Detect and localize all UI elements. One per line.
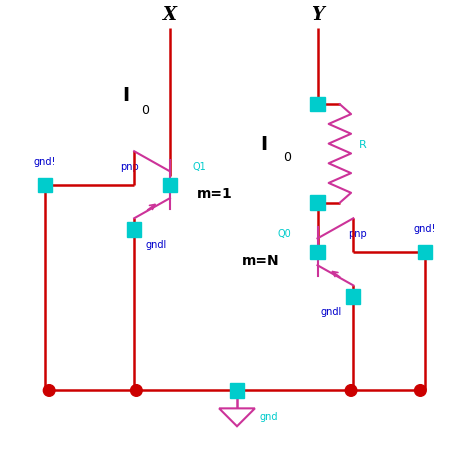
Text: 0: 0 xyxy=(283,151,291,164)
Text: pnp: pnp xyxy=(120,162,139,172)
Text: Q0: Q0 xyxy=(277,229,291,239)
Text: gndl: gndl xyxy=(321,307,342,317)
Polygon shape xyxy=(163,178,177,192)
Polygon shape xyxy=(310,195,325,210)
Text: m=1: m=1 xyxy=(197,187,233,201)
Polygon shape xyxy=(37,178,52,192)
Polygon shape xyxy=(230,383,244,398)
Text: $\mathbf{I}$: $\mathbf{I}$ xyxy=(260,135,267,154)
Text: gnd!: gnd! xyxy=(414,224,436,234)
Polygon shape xyxy=(310,97,325,112)
Polygon shape xyxy=(127,222,141,237)
Text: pnp: pnp xyxy=(348,229,367,239)
Text: Y: Y xyxy=(311,6,324,24)
Text: X: X xyxy=(163,6,177,24)
Circle shape xyxy=(345,385,357,396)
Polygon shape xyxy=(418,245,432,259)
Text: gnd: gnd xyxy=(259,412,278,422)
Circle shape xyxy=(43,385,55,396)
Text: gndl: gndl xyxy=(146,240,166,250)
Text: $\mathbf{I}$: $\mathbf{I}$ xyxy=(121,86,129,105)
Text: Q1: Q1 xyxy=(192,162,206,172)
Polygon shape xyxy=(346,289,360,304)
Text: gnd!: gnd! xyxy=(34,157,56,167)
Circle shape xyxy=(130,385,142,396)
Text: m=N: m=N xyxy=(241,254,279,268)
Polygon shape xyxy=(310,245,325,259)
Text: 0: 0 xyxy=(141,104,149,117)
Circle shape xyxy=(415,385,426,396)
Text: R: R xyxy=(359,140,366,149)
